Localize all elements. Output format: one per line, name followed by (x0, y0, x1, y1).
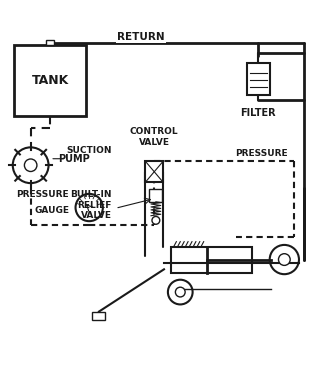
Text: PUMP: PUMP (58, 154, 90, 164)
Bar (14, 45, 86, 117)
Bar (247, 63, 270, 95)
Text: FILTER: FILTER (240, 108, 276, 118)
Circle shape (152, 217, 160, 224)
Bar (149, 189, 162, 202)
Text: CONTROL
VALVE: CONTROL VALVE (130, 127, 178, 147)
Text: PRESSURE: PRESSURE (16, 190, 69, 199)
Bar (46, 40, 54, 45)
Text: SUCTION: SUCTION (67, 147, 112, 156)
Bar (92, 312, 106, 320)
Circle shape (270, 245, 299, 274)
Text: BUILT-IN
RELIEF
VALVE: BUILT-IN RELIEF VALVE (71, 190, 112, 220)
Text: GAUGE: GAUGE (34, 206, 69, 215)
Bar (145, 161, 163, 182)
Bar (171, 247, 252, 273)
Text: PRESSURE: PRESSURE (236, 149, 288, 158)
Circle shape (13, 147, 49, 183)
Circle shape (175, 287, 185, 297)
Text: TANK: TANK (31, 74, 69, 87)
Circle shape (168, 280, 193, 305)
Circle shape (278, 254, 290, 265)
Text: RETURN: RETURN (117, 32, 165, 42)
Circle shape (24, 159, 37, 171)
Circle shape (75, 194, 103, 221)
